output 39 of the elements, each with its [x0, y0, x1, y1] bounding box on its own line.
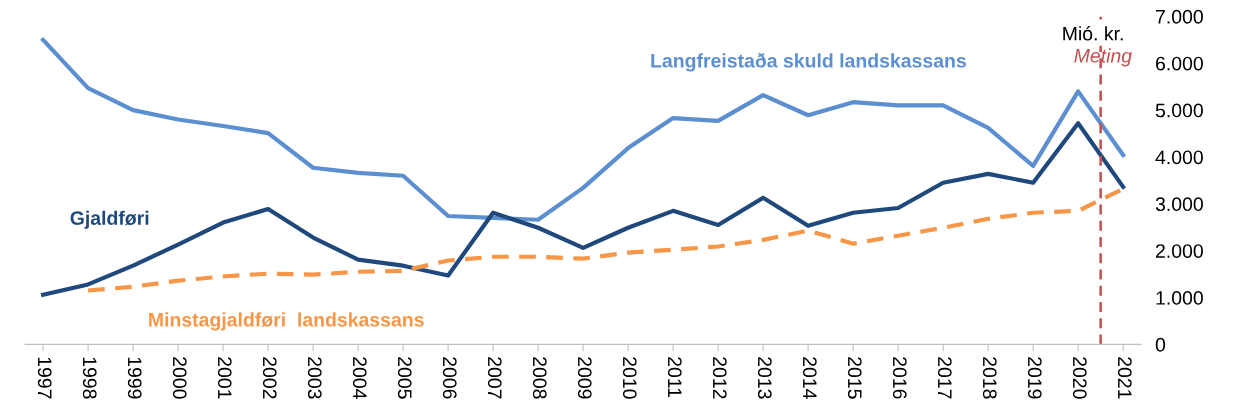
x-tick-label: 2001: [217, 357, 232, 399]
x-tick-label: 1997: [37, 357, 52, 399]
y-tick-label: 2.000: [1156, 244, 1203, 258]
y-tick-label: 3.000: [1155, 197, 1203, 212]
x-tick-label: 2020: [1072, 357, 1087, 399]
text: Langfreistaða skuld landskassans: [651, 53, 966, 72]
x-tick-label: 2016: [892, 357, 907, 399]
x-tick-label: 2018: [982, 357, 997, 399]
x-tick-label: 2003: [307, 357, 322, 399]
x-tick-label: 1999: [127, 357, 142, 399]
x-tick-label: 2008: [532, 357, 547, 399]
x-tick-label: 2013: [757, 357, 772, 399]
x-tick-label: 2011: [667, 357, 682, 398]
y-tick-label: 5.000: [1155, 103, 1203, 118]
x-tick-label: 2007: [487, 357, 502, 399]
x-tick-label: 2010: [622, 357, 637, 399]
x-tick-label: 2009: [577, 357, 592, 399]
x-tick-label: 2000: [172, 357, 187, 399]
ref-line-label: Meting: [1074, 48, 1132, 67]
series-label: Minstagjaldføri landskassans: [149, 312, 424, 331]
line-series: [40, 121, 1126, 297]
x-tick-label: 2015: [847, 357, 862, 399]
y-axis-title: Mió. kr.: [1063, 26, 1123, 41]
y-tick-label: 7.000: [1156, 9, 1203, 24]
series-label: Gjaldføri: [70, 210, 149, 229]
y-tick-label: 0: [1155, 337, 1166, 352]
y-tick-label: 4.000: [1155, 150, 1203, 165]
x-tick-label: 2012: [712, 357, 727, 399]
x-tick-label: 2014: [802, 357, 817, 399]
x-tick-label: 2006: [442, 357, 457, 399]
x-tick-label: 2021: [1117, 357, 1132, 399]
y-tick-label: 6.000: [1156, 56, 1203, 71]
x-tick-label: 1998: [82, 357, 97, 399]
x-tick-label: 2017: [937, 357, 952, 399]
x-tick-label: 2004: [352, 357, 367, 399]
x-tick-label: 2005: [397, 357, 412, 399]
x-tick-label: 2002: [262, 357, 277, 399]
y-tick-label: 1.000: [1156, 291, 1203, 305]
x-tick-label: 2019: [1027, 357, 1042, 399]
